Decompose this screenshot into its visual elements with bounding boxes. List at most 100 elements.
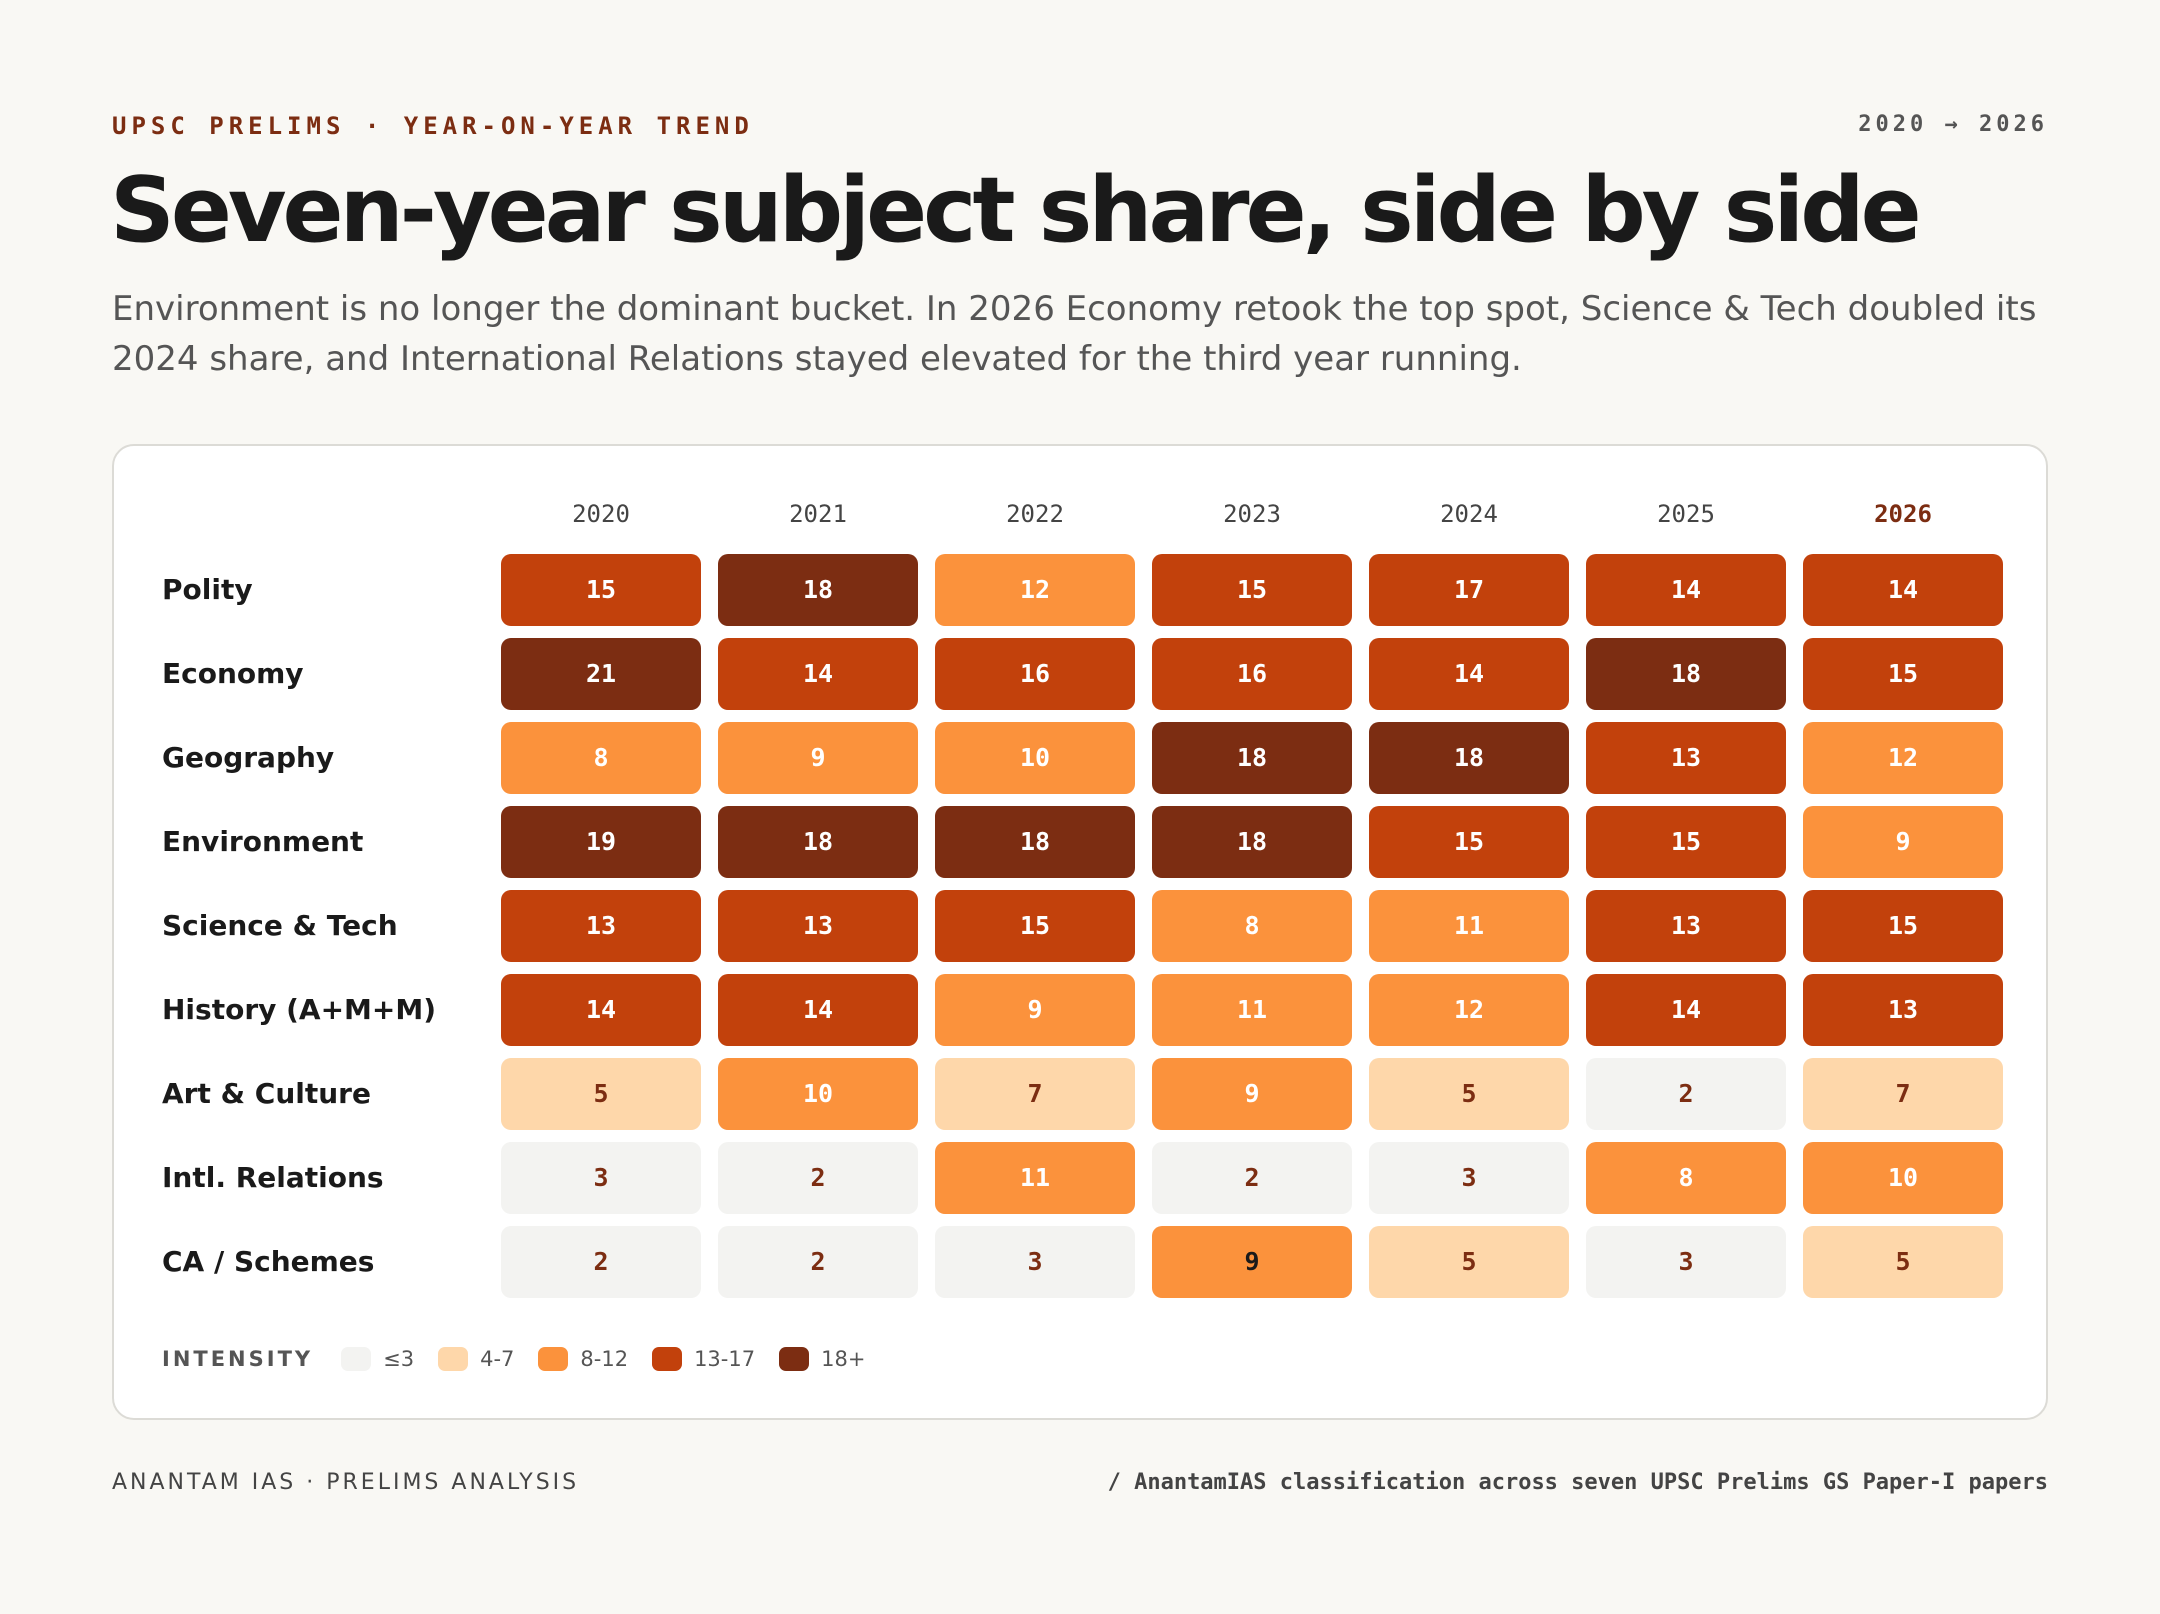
heatmap-cell: 2 [1152, 1142, 1352, 1214]
heatmap-cell: 7 [1803, 1058, 2003, 1130]
heatmap-cell: 13 [718, 890, 918, 962]
heatmap-cell: 10 [935, 722, 1135, 794]
row-label: Intl. Relations [162, 1161, 384, 1194]
heatmap-cell: 18 [718, 806, 918, 878]
heatmap-cell: 2 [501, 1226, 701, 1298]
heatmap-cell: 16 [1152, 638, 1352, 710]
heatmap-cell: 18 [935, 806, 1135, 878]
eyebrow-label: UPSC PRELIMS · YEAR-ON-YEAR TREND [112, 112, 754, 140]
heatmap-cell: 9 [718, 722, 918, 794]
heatmap-cell: 3 [501, 1142, 701, 1214]
heatmap-cell: 3 [1586, 1226, 1786, 1298]
heatmap-cell: 9 [1803, 806, 2003, 878]
year-label-2020: 2020 [572, 500, 630, 528]
page-subtitle: Environment is no longer the dominant bu… [112, 289, 2037, 379]
footer-brand: ANANTAM IAS · PRELIMS ANALYSIS [112, 1470, 580, 1495]
row-label: Geography [162, 741, 335, 774]
row-label: CA / Schemes [162, 1245, 375, 1278]
heatmap-cell: 13 [1586, 890, 1786, 962]
heatmap-cell: 14 [1369, 638, 1569, 710]
year-range-label: 2020 → 2026 [1858, 112, 2048, 137]
legend-label: ≤3 [383, 1347, 415, 1371]
heatmap-cell: 5 [1369, 1226, 1569, 1298]
legend-item: 8-12 [538, 1347, 628, 1371]
heatmap-cell: 8 [501, 722, 701, 794]
row-label: History (A+M+M) [162, 993, 437, 1026]
heatmap-cell: 3 [1369, 1142, 1569, 1214]
heatmap-cell: 11 [1152, 974, 1352, 1046]
heatmap-cell: 18 [1152, 806, 1352, 878]
heatmap-cell: 9 [1152, 1058, 1352, 1130]
row-label: Science & Tech [162, 909, 398, 942]
legend-items: ≤3 4-7 8-12 13-17 18+ [341, 1347, 889, 1371]
heatmap-cell: 14 [1586, 974, 1786, 1046]
year-header-row: 2020 2021 2022 2023 2024 2025 2026 [114, 494, 2046, 534]
page-title: Seven-year subject share, side by side [110, 158, 1922, 263]
row-label: Art & Culture [162, 1077, 371, 1110]
row-label: Polity [162, 573, 253, 606]
heatmap-cell: 15 [501, 554, 701, 626]
legend-item: 13-17 [652, 1347, 755, 1371]
legend-swatch [438, 1347, 469, 1371]
heatmap-cell: 15 [1369, 806, 1569, 878]
heatmap-cell: 11 [935, 1142, 1135, 1214]
heatmap-cell: 2 [718, 1142, 918, 1214]
heatmap-cell: 18 [1152, 722, 1352, 794]
legend-item: 18+ [779, 1347, 865, 1371]
heatmap-cell: 15 [1152, 554, 1352, 626]
heatmap-cell: 2 [718, 1226, 918, 1298]
heatmap-cell: 14 [1803, 554, 2003, 626]
heatmap-grid: Polity 15 18 12 15 17 14 14 Economy 21 14 16 16 14 18 1… [114, 446, 2046, 1418]
heatmap-cell: 15 [935, 890, 1135, 962]
footer-source: / AnantamIAS classification across seven… [1107, 1470, 2048, 1495]
heatmap-cell: 21 [501, 638, 701, 710]
legend-title: INTENSITY [162, 1347, 314, 1371]
legend-label: 8-12 [580, 1347, 629, 1371]
legend-label: 18+ [821, 1347, 866, 1371]
heatmap-cell: 13 [501, 890, 701, 962]
year-label-2021: 2021 [789, 500, 847, 528]
heatmap-cell: 12 [1803, 722, 2003, 794]
heatmap-cell: 13 [1803, 974, 2003, 1046]
heatmap-cell: 2 [1586, 1058, 1786, 1130]
year-label-2022: 2022 [1006, 500, 1064, 528]
legend-label: 13-17 [694, 1347, 756, 1371]
heatmap-cell: 8 [1586, 1142, 1786, 1214]
heatmap-cell: 17 [1369, 554, 1569, 626]
legend-item: ≤3 [341, 1347, 414, 1371]
heatmap-cell: 10 [1803, 1142, 2003, 1214]
heatmap-cell: 14 [501, 974, 701, 1046]
heatmap-cell: 15 [1586, 806, 1786, 878]
row-label: Economy [162, 657, 304, 690]
year-label-2025: 2025 [1657, 500, 1715, 528]
heatmap-cell: 14 [1586, 554, 1786, 626]
legend-label: 4-7 [480, 1347, 515, 1371]
heatmap-cell: 18 [718, 554, 918, 626]
heatmap-cell: 16 [935, 638, 1135, 710]
heatmap-cell: 5 [1369, 1058, 1569, 1130]
legend-swatch [538, 1347, 569, 1371]
heatmap-cell: 8 [1152, 890, 1352, 962]
heatmap-card: 2020 2021 2022 2023 2024 2025 2026 Polity 15 18 1… [112, 444, 2048, 1420]
heatmap-cell: 5 [1803, 1226, 2003, 1298]
legend-swatch [341, 1347, 372, 1371]
heatmap-cell: 12 [935, 554, 1135, 626]
heatmap-cell: 18 [1369, 722, 1569, 794]
year-label-2023: 2023 [1223, 500, 1281, 528]
heatmap-cell: 13 [1586, 722, 1786, 794]
heatmap-cell: 19 [501, 806, 701, 878]
heatmap-cell: 15 [1803, 638, 2003, 710]
heatmap-cell: 10 [718, 1058, 918, 1130]
heatmap-cell: 3 [935, 1226, 1135, 1298]
legend-swatch [779, 1347, 810, 1371]
heatmap-cell: 15 [1803, 890, 2003, 962]
heatmap-cell: 7 [935, 1058, 1135, 1130]
heatmap-cell: 14 [718, 974, 918, 1046]
row-label: Environment [162, 825, 364, 858]
heatmap-cell: 9 [935, 974, 1135, 1046]
year-label-2024: 2024 [1440, 500, 1498, 528]
heatmap-cell: 14 [718, 638, 918, 710]
heatmap-cell: 11 [1369, 890, 1569, 962]
heatmap-cell: 9 [1152, 1226, 1352, 1298]
heatmap-cell: 5 [501, 1058, 701, 1130]
